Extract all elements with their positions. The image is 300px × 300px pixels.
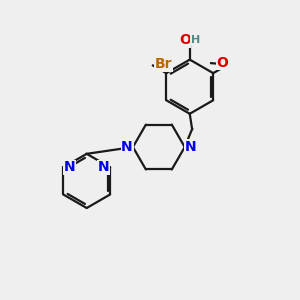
Text: N: N <box>185 140 197 154</box>
Text: H: H <box>191 34 200 45</box>
Text: N: N <box>64 160 76 174</box>
Text: O: O <box>179 34 191 47</box>
Text: Br: Br <box>154 57 172 71</box>
Text: N: N <box>121 140 133 154</box>
Text: N: N <box>98 160 109 174</box>
Text: O: O <box>217 56 229 70</box>
